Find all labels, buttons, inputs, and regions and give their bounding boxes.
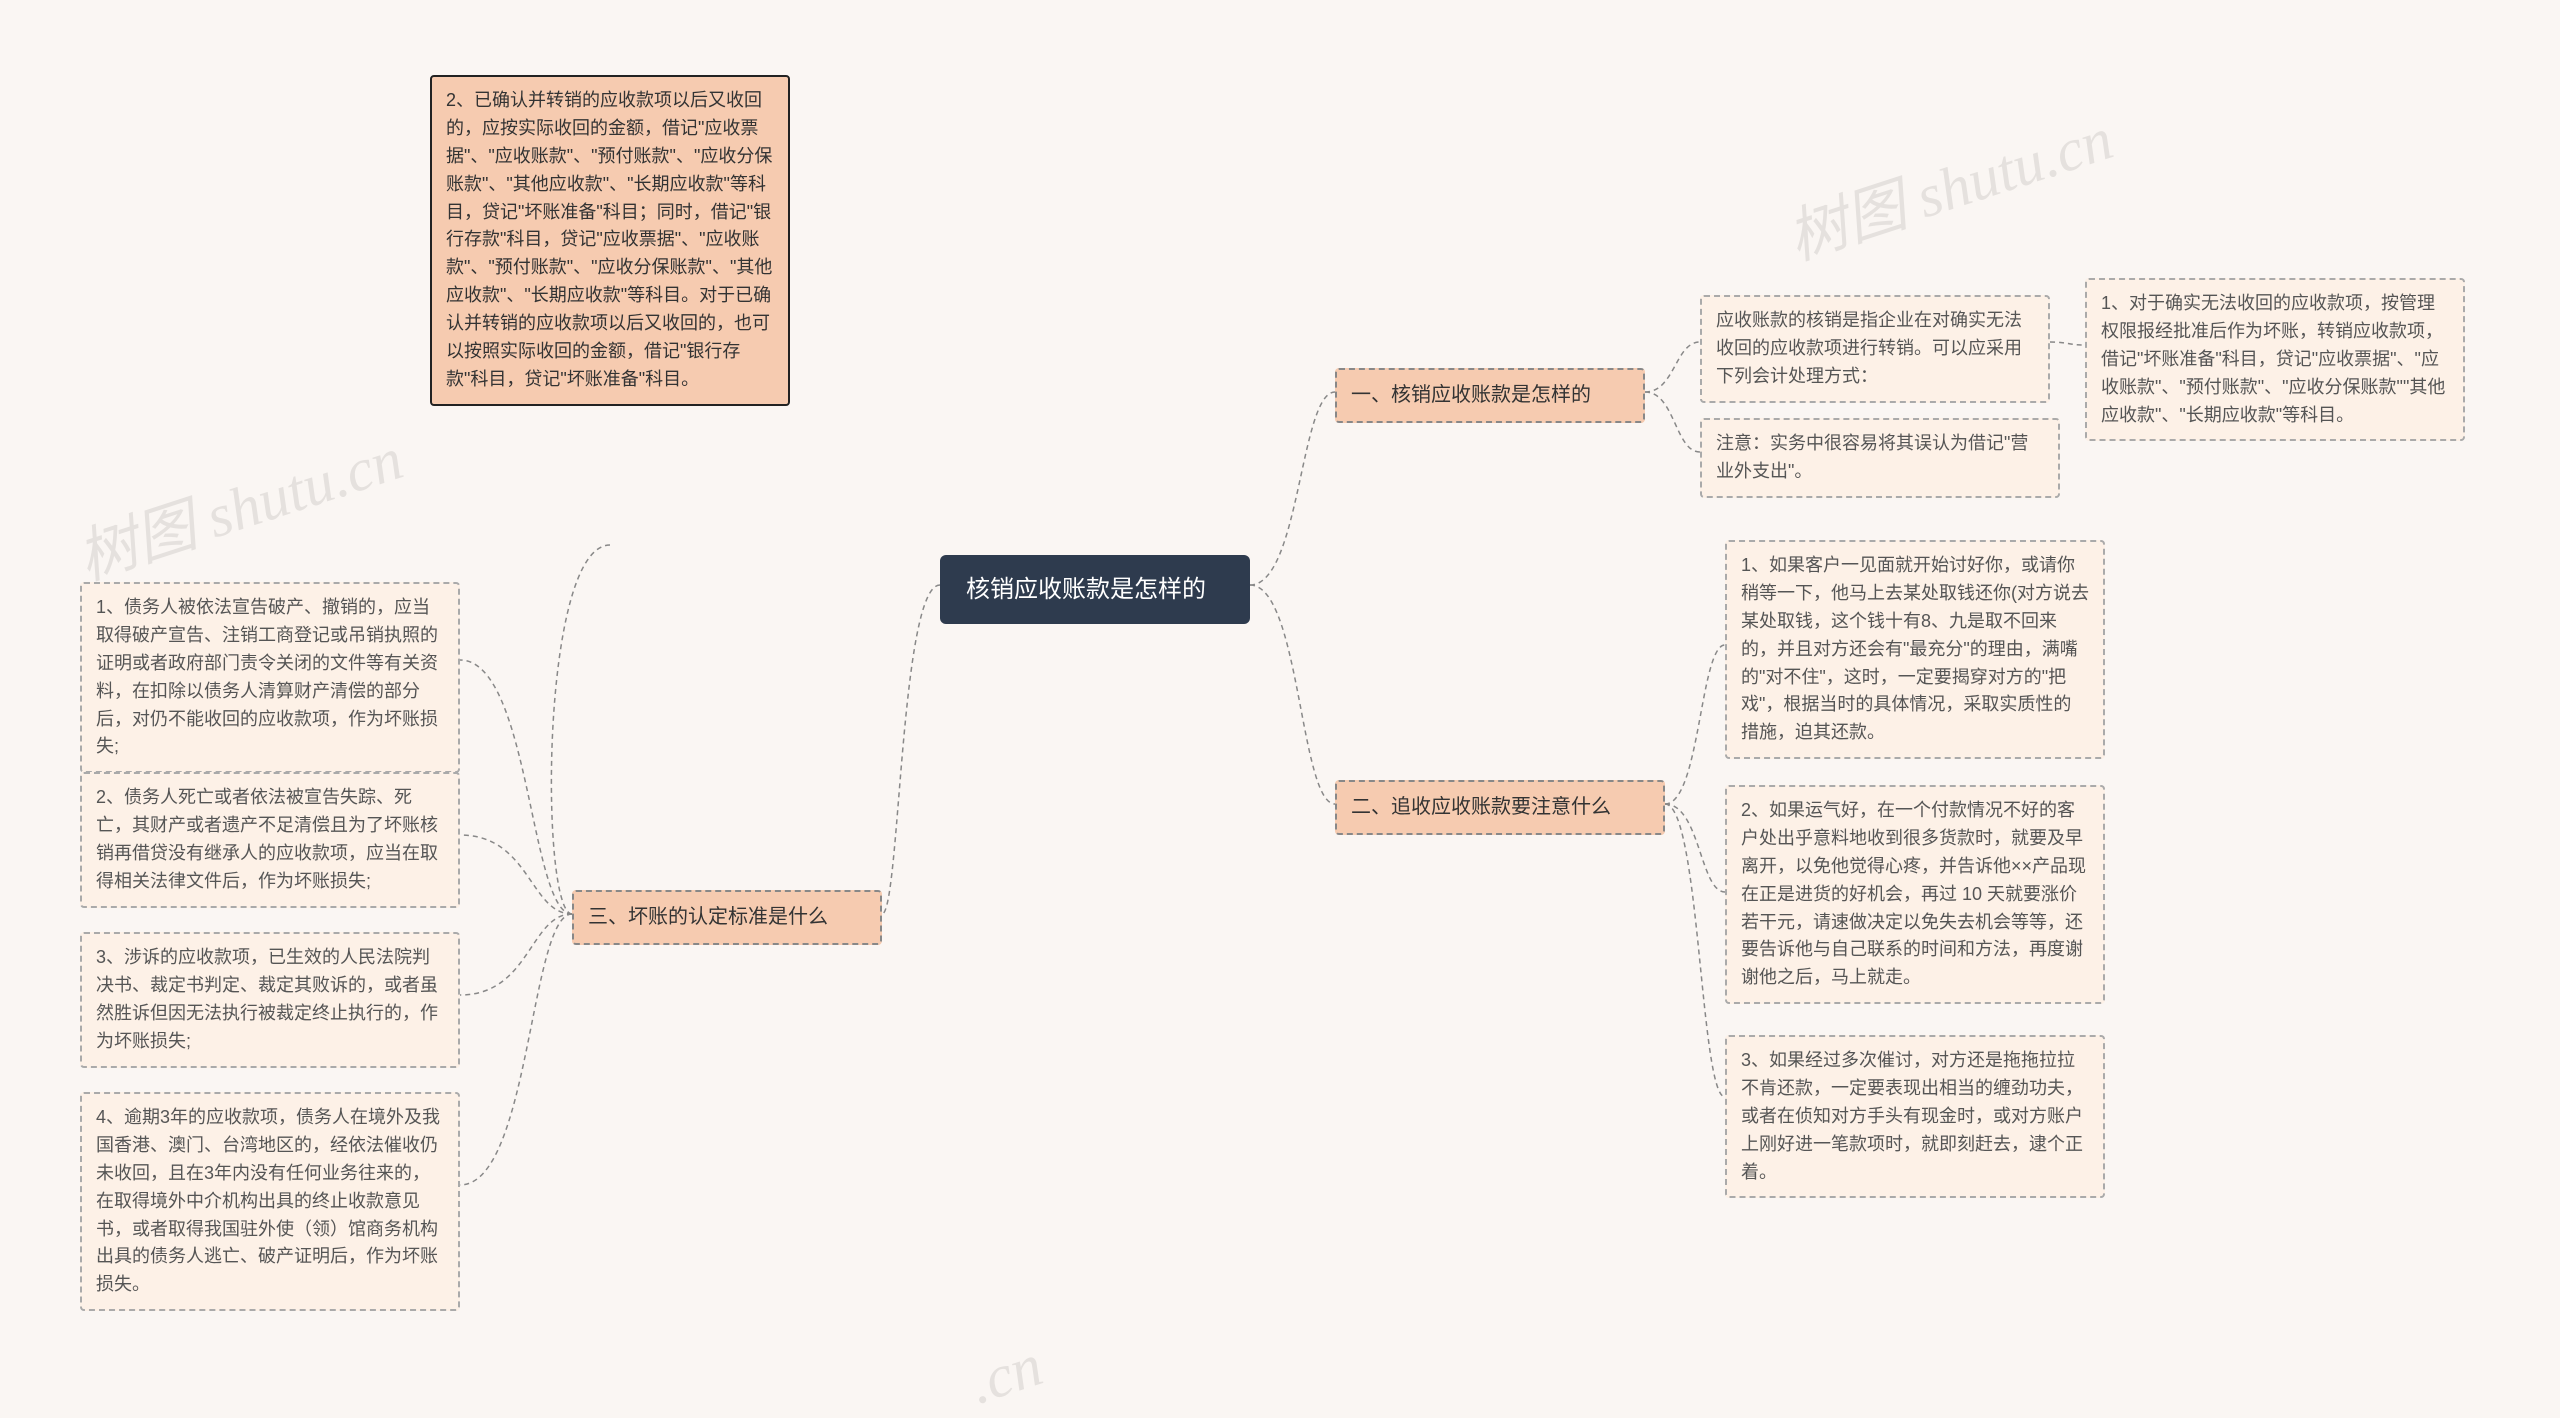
leaf-b3d[interactable]: 4、逾期3年的应收款项，债务人在境外及我国香港、澳门、台湾地区的，经依法催收仍未… [80, 1092, 460, 1311]
watermark-3: .cn [961, 1331, 1050, 1418]
leaf-b3b[interactable]: 2、债务人死亡或者依法被宣告失踪、死亡，其财产或者遗产不足清偿且为了坏账核销再借… [80, 772, 460, 908]
leaf-b3a[interactable]: 1、债务人被依法宣告破产、撤销的，应当取得破产宣告、注销工商登记或吊销执照的证明… [80, 582, 460, 773]
leaf-b1a1[interactable]: 1、对于确实无法收回的应收款项，按管理权限报经批准后作为坏账，转销应收款项，借记… [2085, 278, 2465, 441]
leaf-b3-solid[interactable]: 2、已确认并转销的应收款项以后又收回的，应按实际收回的金额，借记"应收票据"、"… [430, 75, 790, 406]
leaf-b2c[interactable]: 3、如果经过多次催讨，对方还是拖拖拉拉不肯还款，一定要表现出相当的缠劲功夫，或者… [1725, 1035, 2105, 1198]
leaf-b2a[interactable]: 1、如果客户一见面就开始讨好你，或请你稍等一下，他马上去某处取钱还你(对方说去某… [1725, 540, 2105, 759]
watermark-1: 树图 shutu.cn [65, 410, 412, 597]
leaf-b1a[interactable]: 应收账款的核销是指企业在对确实无法收回的应收款项进行转销。可以应采用下列会计处理… [1700, 295, 2050, 403]
root-node[interactable]: 核销应收账款是怎样的 [940, 555, 1250, 624]
watermark-2: 树图 shutu.cn [1775, 90, 2122, 277]
leaf-b3c[interactable]: 3、涉诉的应收款项，已生效的人民法院判决书、裁定书判定、裁定其败诉的，或者虽然胜… [80, 932, 460, 1068]
branch-3[interactable]: 三、坏账的认定标准是什么 [572, 890, 882, 945]
leaf-b1b[interactable]: 注意：实务中很容易将其误认为借记"营业外支出"。 [1700, 418, 2060, 498]
branch-1[interactable]: 一、核销应收账款是怎样的 [1335, 368, 1645, 423]
branch-2[interactable]: 二、追收应收账款要注意什么 [1335, 780, 1665, 835]
leaf-b2b[interactable]: 2、如果运气好，在一个付款情况不好的客户处出乎意料地收到很多货款时，就要及早离开… [1725, 785, 2105, 1004]
